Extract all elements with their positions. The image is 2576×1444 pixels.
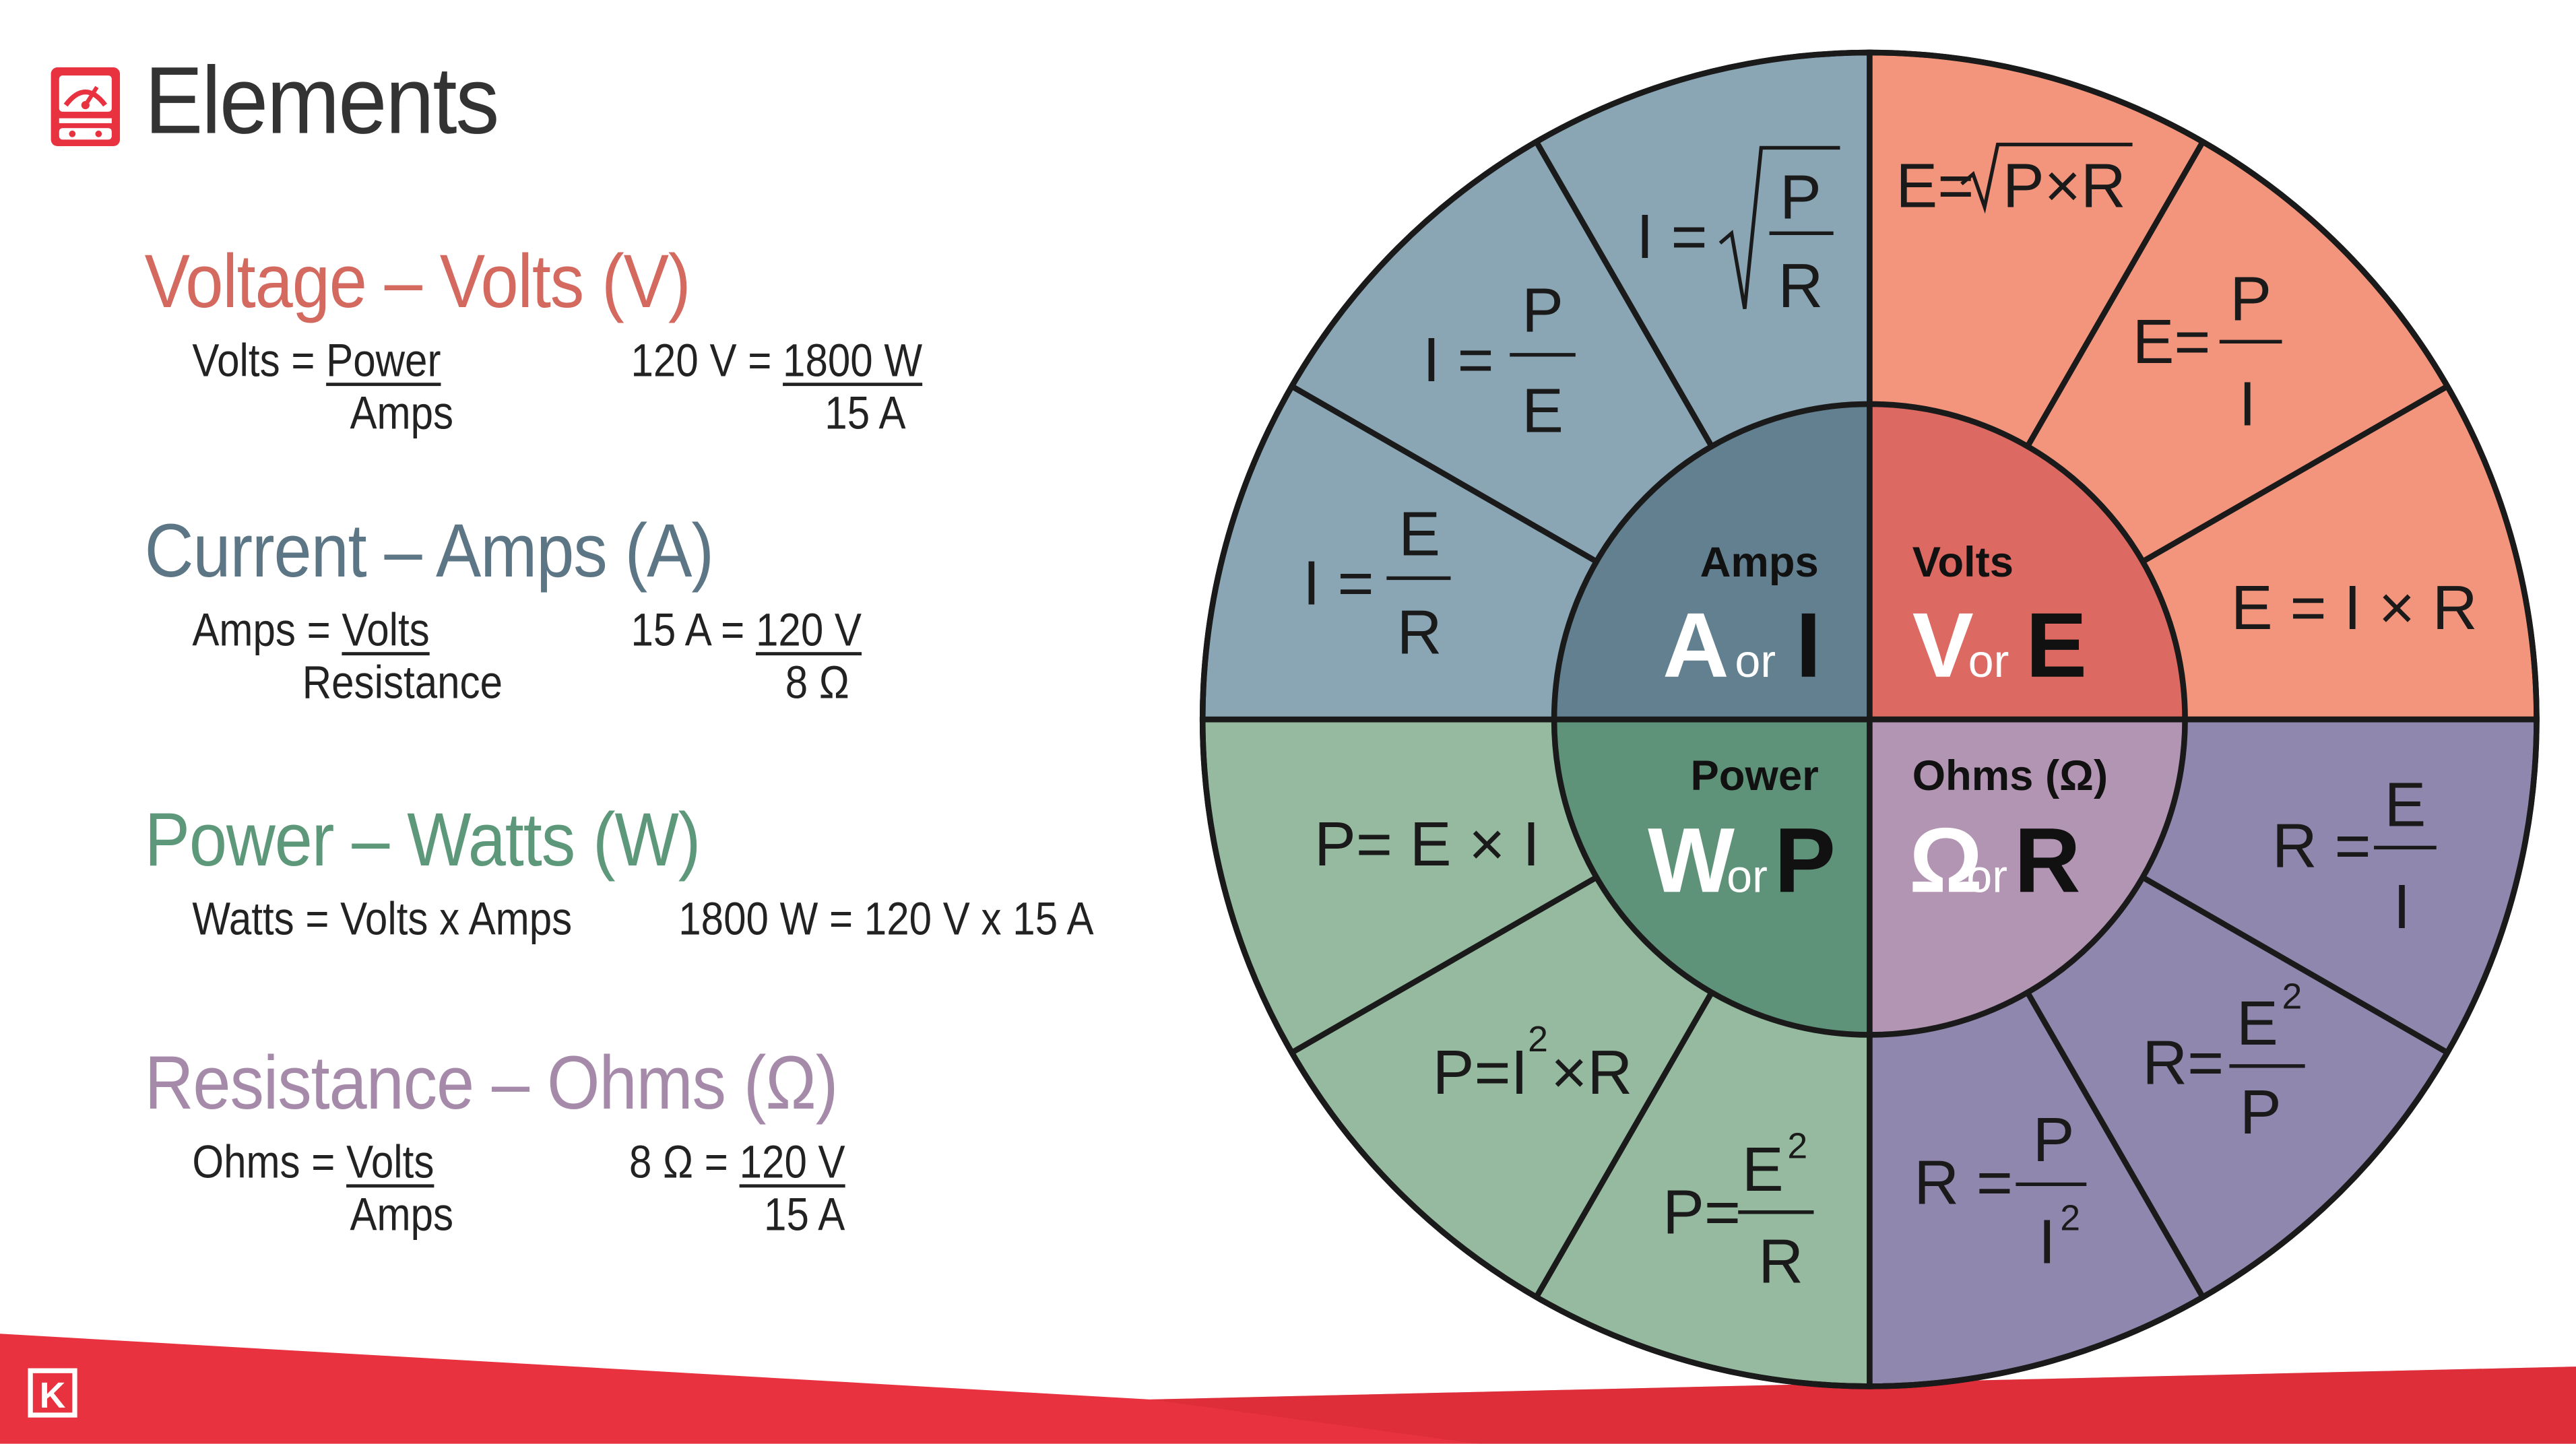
current-formula: Amps = Volts xyxy=(192,604,430,656)
svg-text:P×R: P×R xyxy=(2003,150,2126,220)
formula-p-i-squared-times-r: P=I 2 ×R xyxy=(1433,1019,1633,1107)
svg-text:E: E xyxy=(1398,498,1440,568)
svg-text:I =: I = xyxy=(1636,201,1708,271)
svg-text:P: P xyxy=(1780,162,1822,232)
svg-text:E: E xyxy=(2384,770,2426,840)
svg-text:P: P xyxy=(1522,275,1564,346)
current-formula-denominator: Resistance xyxy=(302,657,503,709)
meter-logo-icon xyxy=(51,67,121,147)
formula-r-p-over-i-squared: R = P I 2 xyxy=(1914,1105,2087,1276)
svg-text:2: 2 xyxy=(2060,1198,2080,1239)
amps-symbol-i: I xyxy=(1796,593,1822,696)
svg-text:2: 2 xyxy=(1528,1019,1548,1059)
resistance-title: Resistance – Ohms (Ω) xyxy=(144,1039,839,1125)
voltage-title: Voltage – Volts (V) xyxy=(144,238,691,324)
ohms-symbol-omega: Ω xyxy=(1909,808,1983,911)
svg-text:I: I xyxy=(2038,1206,2056,1276)
formula-i-e-over-r: I = E R xyxy=(1303,498,1451,667)
svg-text:E=: E= xyxy=(2133,306,2211,376)
svg-text:R: R xyxy=(1778,251,1823,321)
svg-text:E: E xyxy=(1742,1134,1784,1204)
formula-p-e-squared-over-r: P= E 2 R xyxy=(1663,1125,1814,1297)
svg-text:I: I xyxy=(2239,369,2256,439)
voltage-example: 120 V = 1800 W xyxy=(631,335,923,387)
resistance-formula-denominator: Amps xyxy=(350,1189,454,1241)
formula-e-p-over-i: E= P I xyxy=(2133,264,2282,439)
voltage-formula-denominator: Amps xyxy=(350,387,454,439)
resistance-formula: Ohms = Volts xyxy=(192,1136,434,1188)
svg-text:E=: E= xyxy=(1896,150,1974,220)
voltage-example-denominator: 15 A xyxy=(825,387,906,439)
svg-text:R =: R = xyxy=(2272,811,2371,881)
current-title: Current – Amps (A) xyxy=(144,507,714,593)
svg-text:P= E × I: P= E × I xyxy=(1314,809,1540,879)
page-title: Elements xyxy=(144,47,500,155)
current-example-denominator: 8 Ω xyxy=(785,657,849,709)
svg-text:R =: R = xyxy=(1914,1148,2013,1218)
svg-text:R: R xyxy=(1758,1226,1803,1297)
svg-text:I: I xyxy=(2393,872,2411,942)
svg-text:R=: R= xyxy=(2142,1028,2224,1098)
resistance-example-denominator: 15 A xyxy=(764,1189,845,1241)
svg-text:P: P xyxy=(2033,1105,2075,1175)
svg-text:R: R xyxy=(1397,597,1442,667)
svg-text:P: P xyxy=(2240,1077,2282,1147)
volts-symbol-v: V xyxy=(1912,593,1974,696)
amps-or: or xyxy=(1735,636,1776,687)
svg-text:×R: ×R xyxy=(1551,1037,1632,1107)
svg-text:E: E xyxy=(1522,375,1564,445)
ohms-label: Ohms (Ω) xyxy=(1912,752,2108,799)
current-example: 15 A = 120 V xyxy=(631,604,862,656)
formula-p-e-times-i: P= E × I xyxy=(1314,809,1540,879)
power-or: or xyxy=(1727,851,1768,902)
power-formula: Watts = Volts x Amps xyxy=(192,893,573,945)
volts-label: Volts xyxy=(1912,539,2014,586)
formula-e-i-times-r: E = I × R xyxy=(2231,572,2478,643)
svg-text:I =: I = xyxy=(1303,548,1374,618)
power-label: Power xyxy=(1691,752,1819,799)
ohms-or: or xyxy=(1966,851,2007,902)
svg-text:2: 2 xyxy=(1787,1125,1807,1166)
svg-text:P=: P= xyxy=(1663,1177,1741,1247)
power-example: 1800 W = 120 V x 15 A xyxy=(678,893,1094,945)
amps-symbol-a: A xyxy=(1663,593,1729,696)
ohms-symbol-r: R xyxy=(2014,808,2081,911)
svg-text:P: P xyxy=(2230,264,2272,334)
volts-symbol-e: E xyxy=(2026,593,2087,696)
resistance-example: 8 Ω = 120 V xyxy=(629,1136,845,1188)
formula-r-e-over-i: R = E I xyxy=(2272,770,2437,942)
svg-text:E: E xyxy=(2236,988,2278,1058)
formula-r-e-squared-over-p: R= E 2 P xyxy=(2142,976,2305,1147)
svg-text:2: 2 xyxy=(2282,976,2302,1016)
power-symbol-w: W xyxy=(1648,808,1735,911)
footer-logo: K xyxy=(40,1375,66,1416)
power-symbol-p: P xyxy=(1774,808,1836,911)
svg-text:I =: I = xyxy=(1423,325,1494,395)
volts-or: or xyxy=(1968,636,2009,687)
amps-label: Amps xyxy=(1700,539,1819,586)
voltage-formula: Volts = Power xyxy=(192,335,441,387)
formula-i-sqrt-p-over-r: I = P R xyxy=(1636,145,1840,321)
power-title: Power – Watts (W) xyxy=(144,796,701,882)
formula-e-sqrt-pr: E= P×R xyxy=(1896,142,2133,220)
svg-text:E = I × R: E = I × R xyxy=(2231,572,2478,643)
svg-text:P=I: P=I xyxy=(1433,1037,1528,1107)
formula-i-p-over-e: I = P E xyxy=(1423,275,1576,445)
